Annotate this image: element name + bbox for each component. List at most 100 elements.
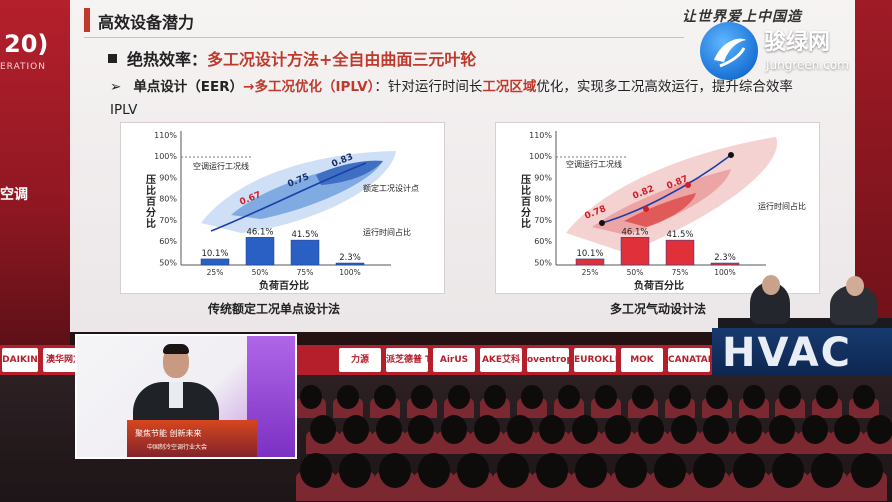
sponsor-logo: 力源	[339, 348, 381, 372]
audience-head	[336, 385, 359, 410]
arrow-bullet-icon: ➢	[110, 79, 122, 95]
y-tick-label: 100%	[154, 152, 177, 161]
x-tick-label: 100%	[339, 268, 360, 277]
bullet-design-method: ➢ 单点设计（EER）→多工况优化（IPLV）：针对运行时间长工况区域优化，实现多…	[110, 76, 810, 122]
audience-head	[850, 453, 883, 489]
audience-head	[342, 415, 369, 444]
x-tick-label: 50%	[252, 268, 269, 277]
bar	[575, 258, 605, 266]
watermark-url: Jungreen.com	[766, 58, 849, 72]
bar	[620, 237, 650, 266]
speaker-shirt	[169, 382, 183, 408]
y-tick-label: 110%	[154, 131, 177, 140]
bar-value-label: 46.1%	[246, 227, 273, 237]
bullet2-highlight: 工况区域	[482, 79, 537, 95]
panelist-right-head	[846, 276, 864, 296]
audience-head	[834, 415, 861, 444]
bullet-square-icon	[108, 54, 117, 63]
y-tick-label: 80%	[534, 195, 552, 204]
x-axis-label: 负荷百分比	[634, 279, 684, 292]
chart-annotation: 空调运行工况线	[193, 161, 249, 171]
x-tick-label: 50%	[627, 268, 644, 277]
wall-year-text: 20)	[4, 30, 49, 58]
audience-head	[521, 385, 544, 410]
audience-head	[575, 453, 608, 489]
slide-title: 高效设备潜力	[98, 13, 195, 32]
bullet2-part4: 优化，实现多工况高效运行，提升综合效率IPLV	[110, 79, 793, 118]
bar-value-label: 41.5%	[666, 230, 693, 240]
audience-head	[300, 385, 322, 410]
bar-value-label: 2.3%	[339, 253, 361, 263]
sponsor-logo: MOK	[621, 348, 663, 372]
bar	[245, 237, 275, 266]
bar	[665, 239, 695, 266]
y-axis-label-char: 比	[146, 217, 156, 230]
chart-annotation: 运行时间占比	[758, 201, 806, 211]
audience-head	[410, 385, 433, 410]
operating-point	[728, 152, 734, 158]
operating-line	[210, 162, 367, 232]
audience-head	[418, 453, 450, 489]
y-tick-label: 110%	[529, 131, 552, 140]
audience-head	[441, 415, 468, 444]
wall-brand-text: 空调	[0, 187, 28, 203]
audience-head	[375, 415, 402, 444]
logo-swirl-icon	[700, 22, 758, 80]
audience-head	[447, 385, 470, 410]
bar-value-label: 41.5%	[291, 230, 318, 240]
audience-head	[595, 385, 617, 410]
audience-head	[605, 415, 631, 444]
audience-head	[373, 385, 396, 410]
bar-value-label: 2.3%	[714, 253, 736, 263]
chart-multi-condition: 110% 100% 90% 80% 70% 60% 50% 压比百分比负荷百分比 0.78 0.8…	[495, 122, 820, 294]
y-axis-label-char: 压	[521, 174, 531, 186]
title-accent-bar	[84, 8, 90, 32]
efficiency-contour-core	[624, 193, 696, 227]
watermark-name: 骏绿网	[764, 30, 831, 55]
audience-head	[693, 453, 726, 489]
chart-multi-condition-svg: 110%100%90%80%70%60%50%压比百分比负荷百分比0.780.8…	[521, 131, 806, 292]
audience-head	[614, 453, 647, 489]
y-tick-label: 50%	[159, 258, 177, 267]
audience-head	[572, 415, 599, 444]
chart-caption-left: 传统额定工况单点设计法	[208, 302, 341, 316]
bullet1-prefix: 绝热效率：	[127, 50, 208, 69]
y-tick-label: 60%	[534, 237, 552, 246]
bar-value-label: 10.1%	[576, 249, 603, 259]
efficiency-contour-mid	[592, 169, 731, 235]
audience-head	[654, 453, 686, 489]
title-divider	[84, 37, 684, 38]
audience-head	[539, 415, 566, 444]
audience-head	[736, 415, 763, 444]
bullet2-part2: →多工况优化（IPLV）	[243, 79, 375, 95]
sponsor-logo: AirUS	[433, 348, 475, 372]
watermark-logo: 骏绿网 Jungreen.com	[698, 20, 888, 82]
speaker-inset-video: 聚焦节能 创新未来 中国制冷空调行业大会	[75, 334, 297, 459]
bullet1-highlight: 多工况设计方法+全自由曲面三元叶轮	[207, 50, 477, 69]
bar-value-label: 46.1%	[621, 227, 648, 237]
chart-annotation: 额定工况设计点	[363, 183, 419, 193]
x-axis-label: 负荷百分比	[259, 279, 309, 292]
sponsor-logo: CANATAL	[668, 348, 710, 372]
y-tick-label: 70%	[534, 216, 552, 225]
audience-head	[742, 385, 765, 410]
bar-value-label: 10.1%	[201, 249, 228, 259]
bar	[335, 262, 365, 266]
x-tick-label: 100%	[714, 268, 735, 277]
y-tick-label: 100%	[529, 152, 552, 161]
chart-single-point: 110% 100% 90% 80% 70% 60% 50% 压比百分比负荷百分比 0.67 0.7…	[120, 122, 445, 294]
audience-head	[768, 415, 795, 444]
x-tick-label: 25%	[207, 268, 224, 277]
bullet-efficiency: 绝热效率：多工况设计方法+全自由曲面三元叶轮	[108, 46, 476, 70]
audience-head	[558, 385, 581, 410]
podium	[127, 420, 257, 457]
x-tick-label: 75%	[672, 268, 689, 277]
chart-annotation: 空调运行工况线	[566, 159, 622, 169]
audience-head	[339, 453, 372, 489]
left-stage-wall: 20) ERATION 空调	[0, 0, 70, 345]
panelist-left-head	[762, 275, 780, 295]
audience-head	[732, 453, 765, 489]
audience-head	[867, 415, 892, 444]
operating-point	[599, 220, 605, 226]
speaker-hair	[163, 344, 189, 354]
